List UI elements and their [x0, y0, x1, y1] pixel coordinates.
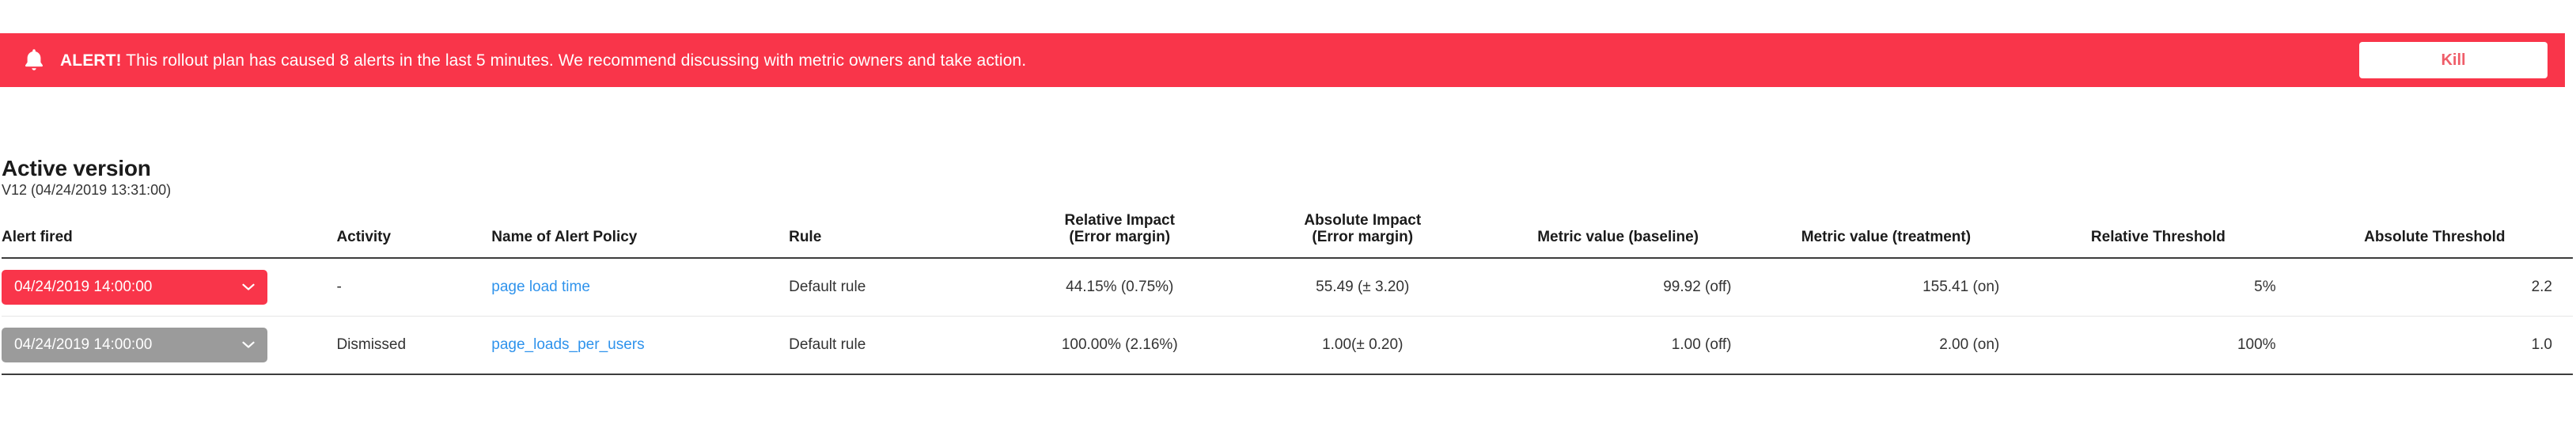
cell-metric-value-baseline: 1.00 (off): [1483, 316, 1752, 375]
cell-absolute-threshold: 2.2: [2296, 257, 2573, 317]
column-header-alert-fired: Alert fired: [2, 212, 337, 259]
cell-relative-threshold: 100%: [2020, 316, 2297, 375]
cell-activity: -: [336, 257, 492, 317]
alert-banner: ALERT! This rollout plan has caused 8 al…: [0, 33, 2565, 87]
cell-activity: Dismissed: [336, 316, 492, 375]
column-header-relative-impact-line2: (Error margin): [1069, 229, 1171, 246]
cell-absolute-threshold: 1.0: [2296, 316, 2573, 375]
policy-link[interactable]: page load time: [491, 278, 590, 295]
alert-message: ALERT! This rollout plan has caused 8 al…: [60, 52, 1026, 69]
cell-metric-value-treatment: 2.00 (on): [1752, 316, 2021, 375]
column-header-relative-impact: Relative Impact (Error margin): [998, 212, 1241, 259]
column-header-absolute-impact-line2: (Error margin): [1312, 229, 1414, 246]
column-header-absolute-impact: Absolute Impact (Error margin): [1241, 212, 1484, 259]
table-row: 04/24/2019 14:00:00 - page load time Def…: [2, 257, 2573, 317]
alert-fired-dropdown[interactable]: 04/24/2019 14:00:00: [2, 269, 267, 305]
alert-strong-label: ALERT!: [60, 51, 122, 70]
cell-rule: Default rule: [789, 316, 998, 375]
bell-icon: [21, 44, 47, 76]
cell-absolute-impact: 1.00(± 0.20): [1241, 316, 1484, 375]
cell-metric-value-baseline: 99.92 (off): [1483, 257, 1752, 317]
version-block: Active version V12 (04/24/2019 13:31:00): [2, 156, 172, 199]
version-subtitle: V12 (04/24/2019 13:31:00): [2, 182, 172, 199]
page-title: Active version: [2, 156, 151, 180]
cell-metric-value-treatment: 155.41 (on): [1752, 257, 2021, 317]
column-header-absolute-threshold: Absolute Threshold: [2296, 212, 2573, 259]
cell-relative-threshold: 5%: [2020, 257, 2297, 317]
column-header-relative-threshold: Relative Threshold: [2020, 212, 2297, 259]
cell-alert-fired: 04/24/2019 14:00:00: [2, 316, 337, 375]
alert-fired-timestamp: 04/24/2019 14:00:00: [14, 336, 153, 353]
cell-absolute-impact: 55.49 (± 3.20): [1241, 257, 1484, 317]
table-header-row: Alert fired Activity Name of Alert Polic…: [2, 212, 2573, 259]
chevron-down-icon: [242, 341, 255, 349]
column-header-metric-value-treatment: Metric value (treatment): [1752, 212, 2021, 259]
column-header-rule: Rule: [789, 212, 998, 259]
alerts-table: Alert fired Activity Name of Alert Polic…: [2, 212, 2573, 375]
cell-policy: page_loads_per_users: [491, 316, 790, 375]
table-row: 04/24/2019 14:00:00 Dismissed page_loads…: [2, 316, 2573, 375]
column-header-activity: Activity: [336, 212, 492, 259]
cell-rule: Default rule: [789, 257, 998, 317]
policy-link[interactable]: page_loads_per_users: [491, 336, 645, 353]
column-header-absolute-impact-line1: Absolute Impact: [1304, 212, 1422, 229]
alert-fired-timestamp: 04/24/2019 14:00:00: [14, 278, 153, 295]
cell-relative-impact: 100.00% (2.16%): [998, 316, 1241, 375]
column-header-metric-value-baseline: Metric value (baseline): [1483, 212, 1752, 259]
cell-policy: page load time: [491, 257, 790, 317]
cell-relative-impact: 44.15% (0.75%): [998, 257, 1241, 317]
column-header-policy: Name of Alert Policy: [491, 212, 790, 259]
alert-fired-dropdown[interactable]: 04/24/2019 14:00:00: [2, 327, 267, 362]
alert-message-body: This rollout plan has caused 8 alerts in…: [121, 51, 1027, 70]
kill-button[interactable]: Kill: [2359, 42, 2548, 78]
cell-alert-fired: 04/24/2019 14:00:00: [2, 257, 337, 317]
column-header-relative-impact-line1: Relative Impact: [1064, 212, 1175, 229]
chevron-down-icon: [242, 283, 255, 291]
